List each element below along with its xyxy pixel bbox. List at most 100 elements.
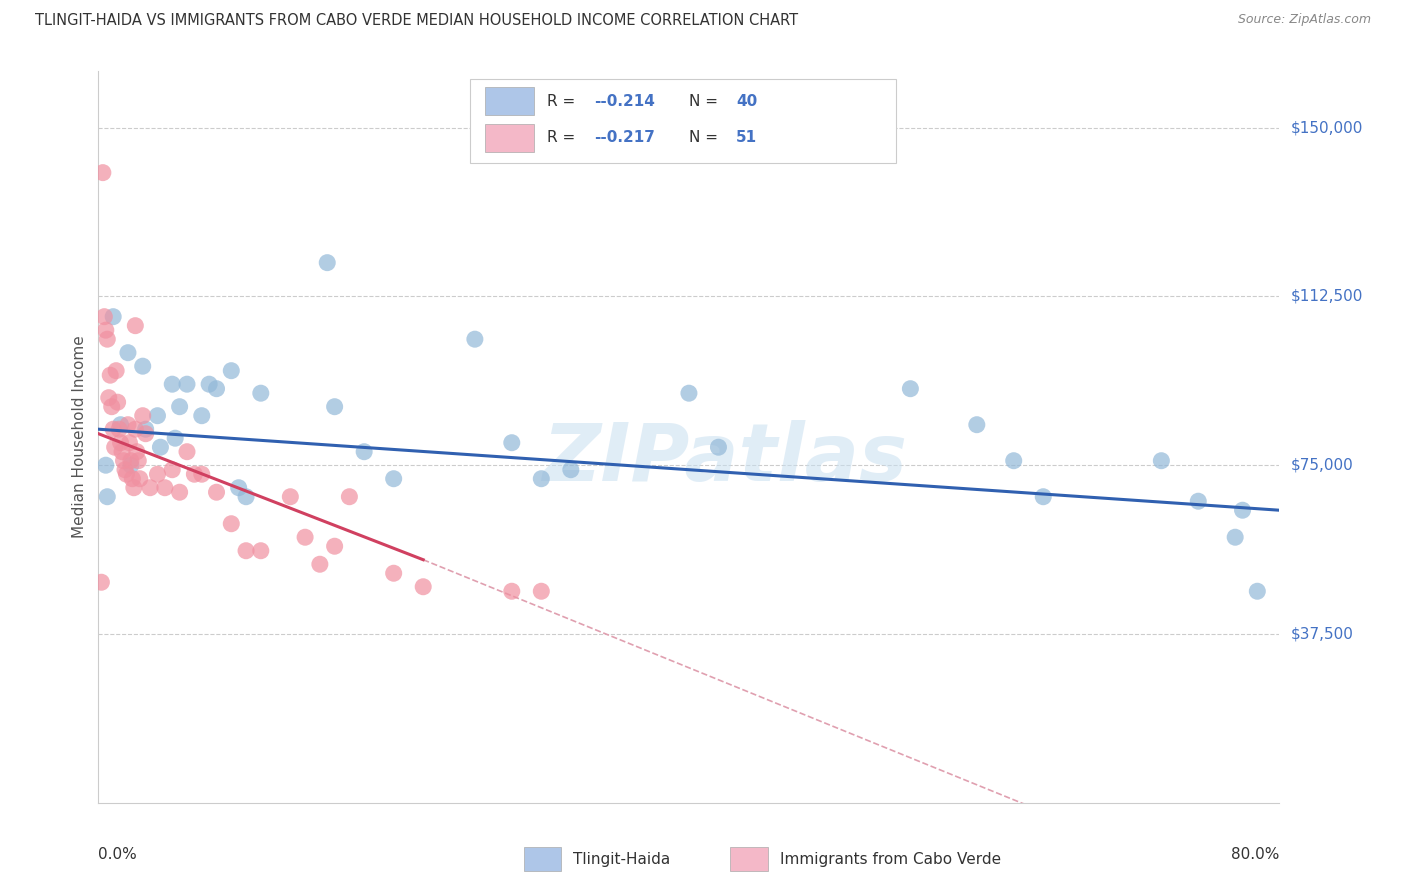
Point bbox=[228, 481, 250, 495]
Point bbox=[118, 435, 141, 450]
FancyBboxPatch shape bbox=[471, 78, 896, 162]
Point bbox=[104, 440, 127, 454]
Text: $37,500: $37,500 bbox=[1291, 626, 1354, 641]
Text: $150,000: $150,000 bbox=[1291, 120, 1362, 135]
Point bbox=[110, 417, 132, 432]
Text: Source: ZipAtlas.com: Source: ZipAtlas.com bbox=[1237, 13, 1371, 27]
Point bbox=[412, 580, 434, 594]
Point bbox=[165, 431, 187, 445]
Point bbox=[103, 310, 125, 324]
Point bbox=[135, 426, 157, 441]
Point bbox=[115, 467, 138, 482]
Point bbox=[353, 444, 375, 458]
Point bbox=[1246, 584, 1268, 599]
Point bbox=[110, 435, 132, 450]
Point bbox=[191, 409, 214, 423]
Point bbox=[124, 318, 146, 333]
Point bbox=[1032, 490, 1054, 504]
Point bbox=[94, 458, 117, 473]
Point bbox=[169, 485, 191, 500]
Point bbox=[560, 463, 582, 477]
Point bbox=[382, 566, 405, 581]
Point bbox=[707, 440, 730, 454]
Point bbox=[127, 453, 149, 467]
Point bbox=[120, 458, 142, 473]
Text: --0.217: --0.217 bbox=[595, 130, 655, 145]
Point bbox=[323, 400, 346, 414]
Point bbox=[132, 409, 155, 423]
Text: R =: R = bbox=[547, 94, 581, 109]
Text: TLINGIT-HAIDA VS IMMIGRANTS FROM CABO VERDE MEDIAN HOUSEHOLD INCOME CORRELATION : TLINGIT-HAIDA VS IMMIGRANTS FROM CABO VE… bbox=[35, 13, 799, 29]
Point bbox=[120, 453, 142, 467]
FancyBboxPatch shape bbox=[523, 847, 561, 871]
Point bbox=[294, 530, 316, 544]
Point bbox=[128, 472, 150, 486]
Point bbox=[530, 584, 553, 599]
Point bbox=[121, 472, 143, 486]
Point bbox=[205, 382, 228, 396]
Point bbox=[176, 444, 198, 458]
Point bbox=[219, 516, 242, 531]
Point bbox=[183, 467, 205, 482]
Text: $75,000: $75,000 bbox=[1291, 458, 1354, 473]
Point bbox=[97, 391, 120, 405]
Text: Tlingit-Haida: Tlingit-Haida bbox=[574, 852, 671, 867]
Point bbox=[205, 485, 228, 500]
Point bbox=[98, 368, 121, 383]
Point bbox=[146, 467, 169, 482]
Point bbox=[323, 539, 346, 553]
Point bbox=[96, 490, 118, 504]
Text: --0.214: --0.214 bbox=[595, 94, 655, 109]
Point bbox=[219, 364, 242, 378]
Point bbox=[382, 472, 405, 486]
Point bbox=[966, 417, 988, 432]
Text: N =: N = bbox=[689, 130, 723, 145]
Point bbox=[1232, 503, 1254, 517]
Point bbox=[132, 359, 155, 374]
Point bbox=[464, 332, 486, 346]
Text: Immigrants from Cabo Verde: Immigrants from Cabo Verde bbox=[780, 852, 1001, 867]
Point bbox=[1223, 530, 1246, 544]
Text: 51: 51 bbox=[737, 130, 758, 145]
Point bbox=[146, 409, 169, 423]
FancyBboxPatch shape bbox=[485, 87, 534, 115]
Point bbox=[139, 481, 162, 495]
Point bbox=[93, 310, 115, 324]
Point bbox=[90, 575, 112, 590]
Text: R =: R = bbox=[547, 130, 581, 145]
Point bbox=[1187, 494, 1209, 508]
Point bbox=[1150, 453, 1173, 467]
Point bbox=[169, 400, 191, 414]
Point bbox=[122, 481, 145, 495]
Point bbox=[149, 440, 172, 454]
Text: 80.0%: 80.0% bbox=[1232, 847, 1279, 862]
Point bbox=[191, 467, 214, 482]
Point bbox=[250, 543, 273, 558]
Text: 40: 40 bbox=[737, 94, 758, 109]
Text: N =: N = bbox=[689, 94, 723, 109]
Text: $112,500: $112,500 bbox=[1291, 289, 1362, 304]
Point bbox=[337, 490, 360, 504]
FancyBboxPatch shape bbox=[485, 124, 534, 152]
Y-axis label: Median Household Income: Median Household Income bbox=[72, 335, 87, 539]
Point bbox=[162, 377, 183, 392]
Point bbox=[501, 584, 523, 599]
Text: 0.0%: 0.0% bbox=[98, 847, 138, 862]
Point bbox=[678, 386, 700, 401]
Point bbox=[111, 444, 134, 458]
Point bbox=[100, 400, 122, 414]
Point bbox=[117, 345, 139, 359]
Point bbox=[162, 463, 183, 477]
Point bbox=[309, 558, 332, 572]
Point bbox=[316, 255, 339, 269]
Point bbox=[105, 364, 128, 378]
Point bbox=[900, 382, 922, 396]
Point bbox=[235, 490, 257, 504]
Point bbox=[176, 377, 198, 392]
Point bbox=[117, 417, 139, 432]
Point bbox=[94, 323, 117, 337]
Point bbox=[135, 422, 157, 436]
Point bbox=[278, 490, 302, 504]
Point bbox=[103, 422, 125, 436]
Point bbox=[125, 444, 148, 458]
